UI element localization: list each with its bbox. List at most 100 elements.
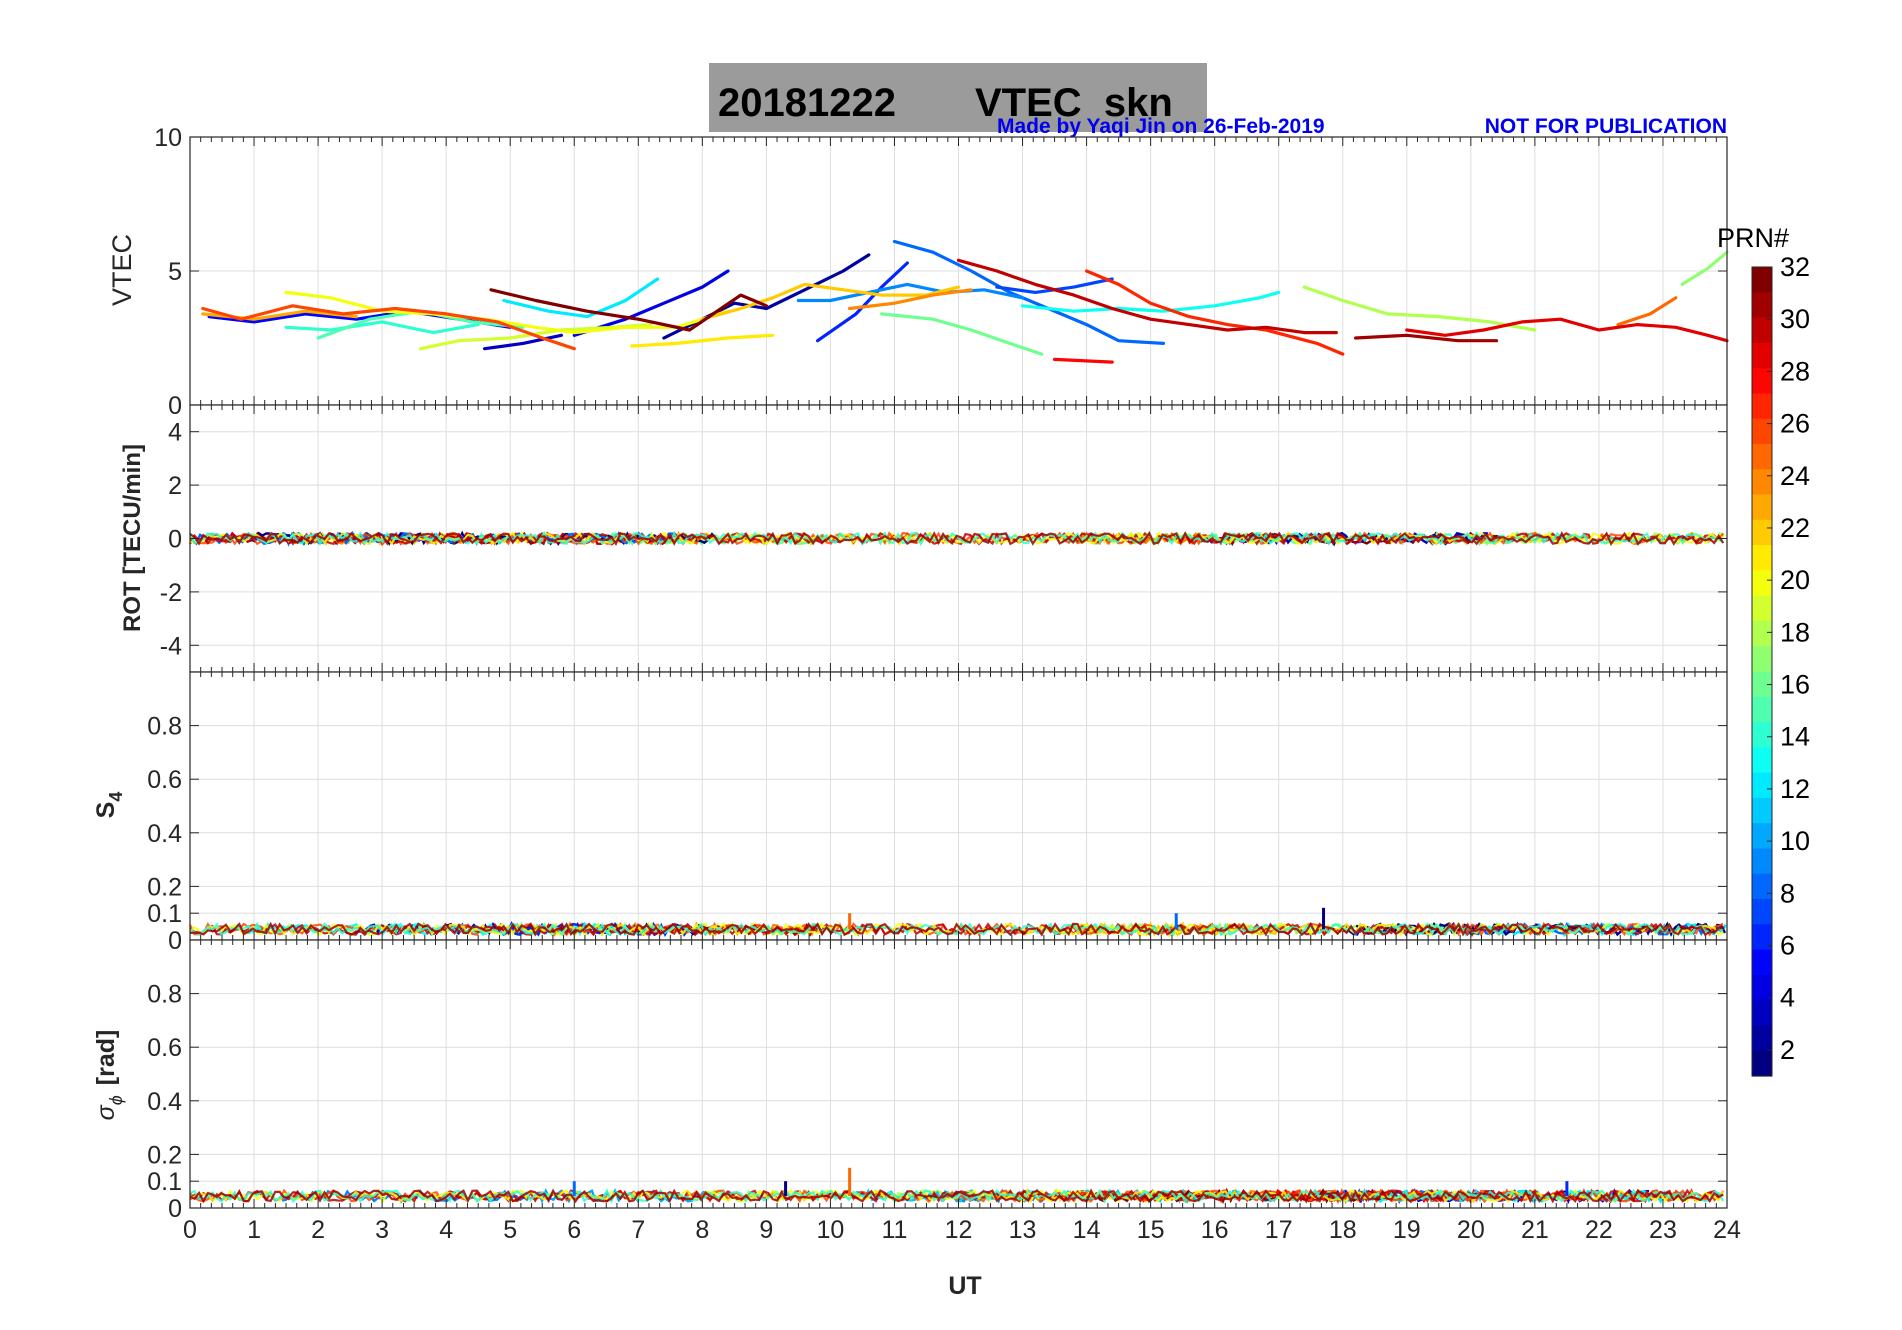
x-tick-label-24: 24	[1713, 1216, 1741, 1244]
title-block: 20181222 VTEC skn	[709, 63, 1207, 132]
sigma-ylabel: σϕ [rad]	[92, 1030, 126, 1121]
vtec-series-prn-28	[1052, 357, 1114, 364]
colorbar-tick-label-11: 24	[1780, 461, 1810, 491]
x-tick-label-19: 19	[1393, 1216, 1421, 1244]
vtec-series-prn-17	[1680, 250, 1729, 286]
title-date: 20181222	[718, 81, 896, 125]
x-tick-label-20: 20	[1457, 1216, 1485, 1244]
vtec-series-prn-30	[956, 258, 1338, 335]
vtec-series-prn-32	[489, 288, 769, 332]
colorbar-band-13	[1752, 747, 1772, 774]
colorbar-band-25	[1752, 443, 1772, 470]
colorbar-tick-label-3: 8	[1780, 878, 1795, 908]
sigma-ylabel-unit: [rad]	[92, 1030, 120, 1086]
vtec-series-prn-4	[572, 269, 730, 337]
vtec-series-prn-31	[1353, 333, 1499, 343]
x-tick-label-11: 11	[881, 1216, 907, 1244]
x-tick-label-5: 5	[503, 1216, 517, 1244]
colorbar-tick-label-15: 32	[1780, 252, 1810, 282]
colorbar-band-28	[1752, 368, 1772, 395]
colorbar-tick-label-14: 30	[1780, 304, 1810, 334]
sigma-ytick-label-5: 0.8	[147, 981, 182, 1009]
sigma-ylabel-sub: ϕ	[106, 1095, 126, 1105]
colorbar-tick-label-4: 10	[1780, 826, 1810, 856]
sigma-ylabel-symbol: σ	[92, 1104, 120, 1120]
rot-ytick-label-0: -4	[160, 632, 182, 660]
colorbar-tick-label-1: 4	[1780, 983, 1795, 1013]
rot-band-4	[189, 530, 1725, 546]
colorbar-band-26	[1752, 418, 1772, 445]
s4-ytick-label-4: 0.6	[147, 766, 182, 794]
x-tick-label-1: 1	[247, 1216, 261, 1244]
notice-text: NOT FOR PUBLICATION	[1485, 115, 1727, 138]
colorbar-band-19	[1752, 595, 1772, 622]
rot-ytick-label-4: 4	[168, 419, 182, 447]
rot-ytick-label-2: 0	[168, 526, 182, 554]
x-tick-label-23: 23	[1649, 1216, 1677, 1244]
x-axis-label: UT	[948, 1272, 981, 1300]
vtec-ytick-label-2: 10	[154, 124, 182, 152]
colorbar-band-4	[1752, 974, 1772, 1001]
svg-text:σϕ[rad]: σϕ [rad]	[92, 1030, 126, 1121]
s4-ylabel-sub: 4	[106, 792, 126, 802]
x-tick-label-13: 13	[1009, 1216, 1037, 1244]
colorbar-label: PRN#	[1717, 223, 1789, 253]
vtec-ylabel: VTEC	[107, 234, 137, 306]
colorbar-band-30	[1752, 317, 1772, 344]
x-tick-label-10: 10	[817, 1216, 845, 1244]
title-box	[709, 63, 1207, 132]
x-tick-label-6: 6	[567, 1216, 581, 1244]
colorbar-band-10	[1752, 823, 1772, 850]
vtec-series-prn-24	[847, 288, 973, 311]
s4-ytick-label-1: 0.1	[147, 900, 182, 928]
svg-text:S4: S4	[92, 792, 126, 819]
colorbar-band-11	[1752, 797, 1772, 824]
vtec-series-prn-8	[892, 239, 1166, 345]
s4-ylabel-main: S	[92, 802, 120, 819]
colorbar-band-17	[1752, 646, 1772, 673]
colorbar-band-21	[1752, 545, 1772, 571]
panel-s4: 00.10.2 0.4 0.6 0.8	[147, 671, 1728, 955]
s4-band-4	[189, 921, 1724, 937]
rot-ytick-label-1: -2	[160, 579, 182, 607]
colorbar-band-22	[1752, 519, 1772, 546]
x-tick-label-18: 18	[1329, 1216, 1357, 1244]
vtec-series-prn-14	[284, 320, 480, 335]
sigma-ytick-label-3: 0.4	[147, 1088, 182, 1116]
colorbar-band-8	[1752, 873, 1772, 900]
colorbar-tick-label-13: 28	[1780, 356, 1810, 386]
x-tick-label-3: 3	[375, 1216, 389, 1244]
colorbar-band-29	[1752, 342, 1772, 369]
x-tick-label-4: 4	[439, 1216, 453, 1244]
colorbar-band-27	[1752, 393, 1772, 420]
s4-ytick-label-5: 0.8	[147, 713, 182, 741]
vtec-series-prn-20	[284, 290, 730, 335]
x-tick-label-9: 9	[759, 1216, 773, 1244]
vtec-series-prn-9	[796, 282, 1025, 303]
vtec-series-prn-29	[1405, 317, 1729, 343]
s4-band-1	[189, 921, 1724, 938]
colorbar-tick-label-2: 6	[1780, 931, 1795, 961]
x-tick-label-14: 14	[1073, 1216, 1101, 1244]
colorbar-band-24	[1752, 469, 1772, 496]
x-tick-label-17: 17	[1265, 1216, 1293, 1244]
s4-ytick-label-0: 0	[168, 927, 182, 955]
panel-rot: -4 -2 0 2 4	[160, 404, 1728, 673]
panel-sigma-phi: 00.10.20.40.60.80 1 2 3 4 5 6 7 8 9 10 11 12 13 14 15 16…	[147, 939, 1741, 1244]
vtec-series-prn-13	[1020, 290, 1281, 313]
colorbar-band-3	[1752, 1000, 1772, 1027]
vtec-ytick-label-0: 0	[168, 392, 182, 420]
colorbar-band-16	[1752, 671, 1772, 698]
colorbar-tick-label-8: 18	[1780, 617, 1810, 647]
x-tick-label-8: 8	[695, 1216, 709, 1244]
s4-ytick-label-2: 0.2	[147, 873, 182, 901]
vtec-series-prn-3	[483, 333, 564, 351]
rot-ytick-label-3: 2	[168, 472, 182, 500]
vtec-series-prn-6	[815, 261, 909, 343]
vtec-series-prn-26	[201, 304, 576, 351]
vtec-series-prn-21	[630, 333, 775, 348]
sigma-ytick-label-4: 0.6	[147, 1034, 182, 1062]
sigma-ytick-label-0: 0	[168, 1195, 182, 1223]
title-product: VTEC skn	[975, 81, 1173, 125]
credit-text: Made by Yaqi Jin on 26-Feb-2019	[997, 115, 1325, 138]
